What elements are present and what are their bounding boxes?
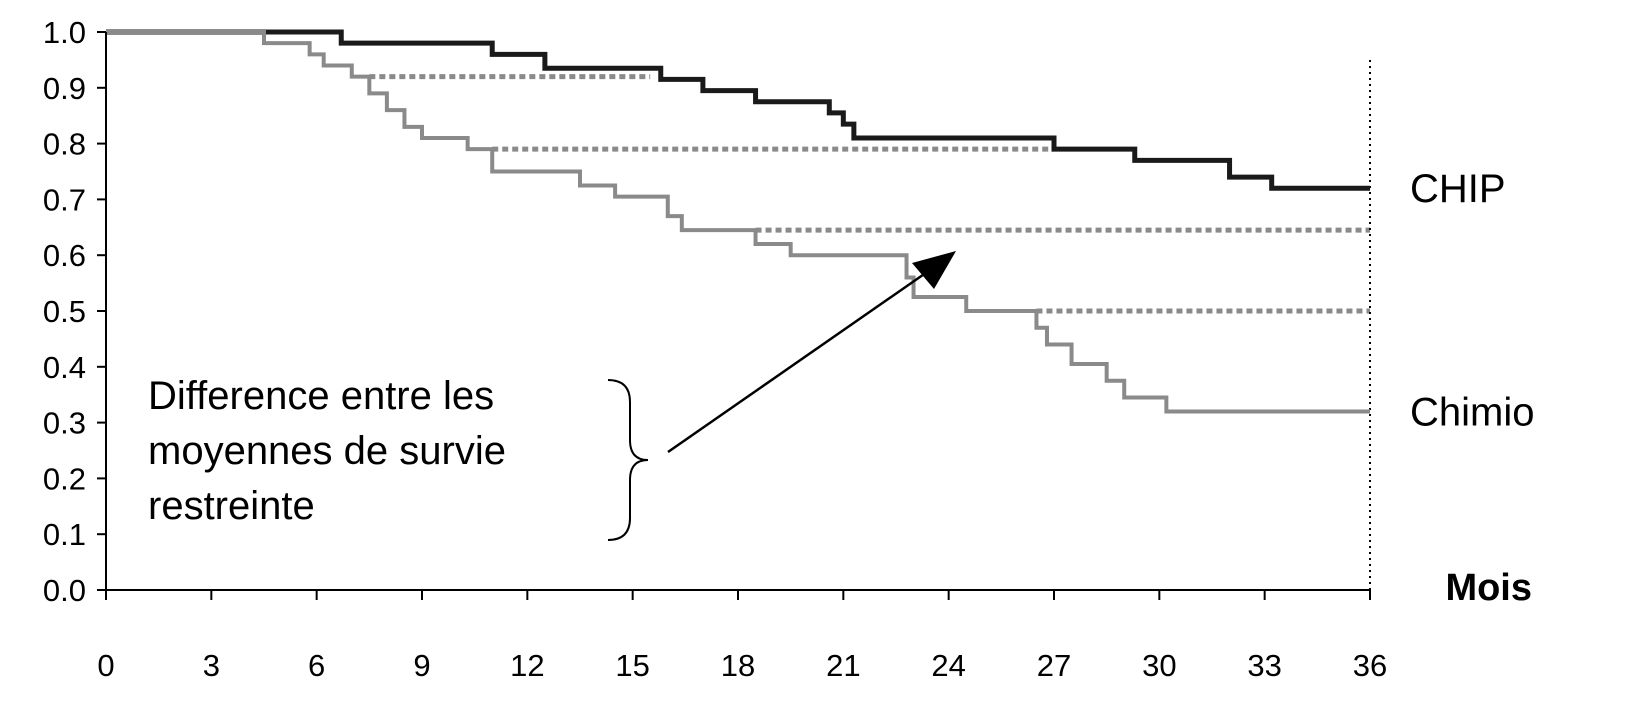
x-tick-label-2: 6 [308, 648, 325, 683]
reference-lines [369, 60, 1371, 590]
y-tick-label-0: 0.0 [43, 573, 86, 608]
x-tick-label-12: 36 [1353, 648, 1387, 683]
y-tick-label-7: 0.7 [43, 182, 86, 217]
annotation: Difference entre les moyennes de survie re… [148, 251, 956, 541]
x-tick-label-3: 9 [413, 648, 430, 683]
series-line-chip [106, 29, 1370, 191]
y-tick-label-9: 0.9 [43, 71, 86, 106]
x-tick-label-5: 15 [615, 648, 649, 683]
series-label-chip: CHIP [1410, 167, 1506, 211]
x-tick-label-7: 21 [826, 648, 860, 683]
y-tick-label-2: 0.2 [43, 461, 86, 496]
x-tick-label-1: 3 [203, 648, 220, 683]
x-axis-title: Mois [1445, 567, 1532, 609]
y-tick-label-1: 0.1 [43, 517, 86, 552]
y-tick-label-3: 0.3 [43, 406, 86, 441]
y-tick-label-5: 0.5 [43, 294, 86, 329]
y-tick-label-6: 0.6 [43, 238, 86, 273]
x-tick-label-9: 27 [1037, 648, 1071, 683]
series-line-chimio [106, 30, 1370, 414]
annotation-brace [607, 379, 649, 541]
series-label-chimio: Chimio [1410, 390, 1534, 434]
x-tick-label-10: 30 [1142, 648, 1176, 683]
annotation-text-line-2: restreinte [148, 484, 315, 528]
annotation-arrow-head [912, 251, 956, 289]
x-tick-label-8: 24 [931, 648, 965, 683]
annotation-arrow-line [667, 268, 931, 454]
x-tick-label-6: 18 [721, 648, 755, 683]
y-tick-label-8: 0.8 [43, 127, 86, 162]
axes: 0.00.10.20.30.40.50.60.70.80.91.00 3 6 9 12 1… [43, 15, 1387, 683]
y-tick-label-4: 0.4 [43, 350, 86, 385]
annotation-text-line-0: Difference entre les [148, 374, 494, 418]
annotation-text-line-1: moyennes de survie [148, 429, 506, 473]
survival-curves [106, 29, 1370, 414]
x-tick-label-11: 33 [1247, 648, 1281, 683]
y-tick-label-10: 1.0 [43, 15, 86, 50]
chart-labels: CHIP Chimio Mois [1410, 167, 1534, 609]
x-tick-label-0: 0 [97, 648, 114, 683]
x-tick-label-4: 12 [510, 648, 544, 683]
